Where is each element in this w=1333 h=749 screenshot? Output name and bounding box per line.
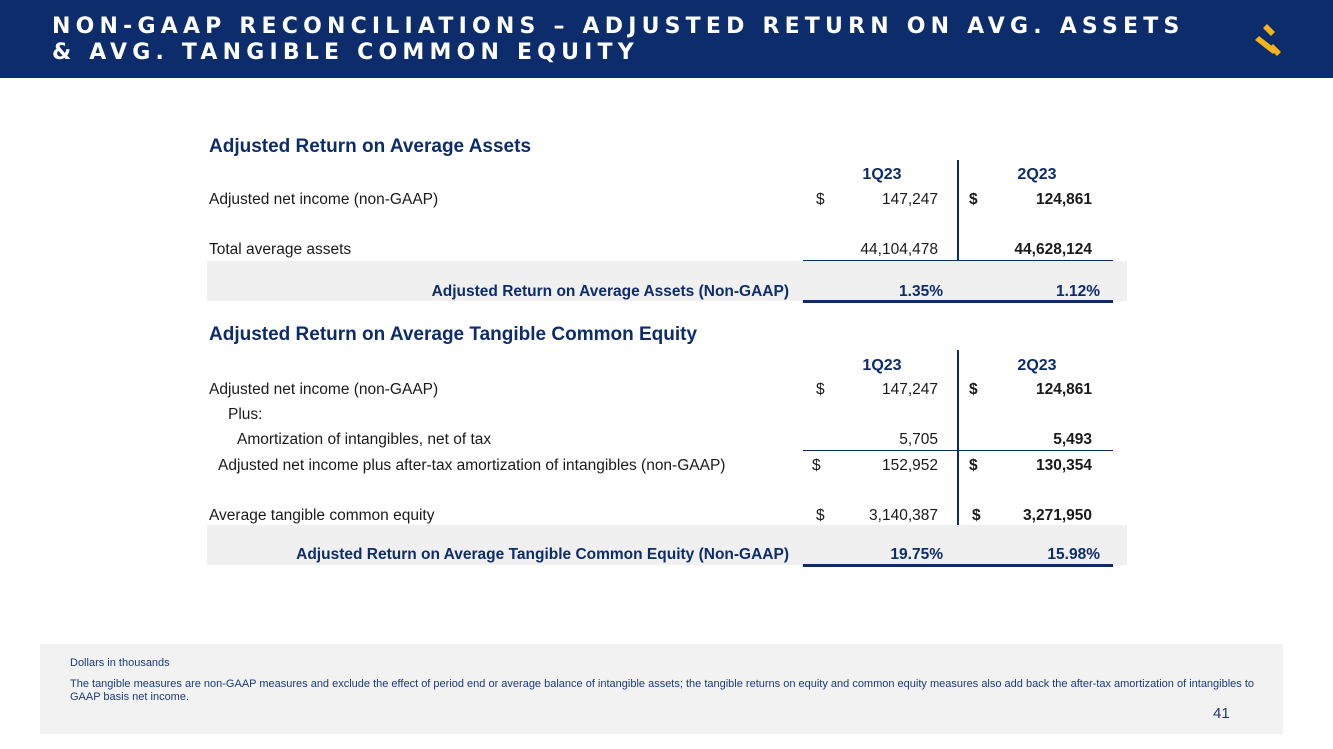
- table2-column-divider: [957, 350, 959, 566]
- table2-row-avg-tce-label: Average tangible common equity: [209, 507, 435, 524]
- table2-row-amortization-2q23: 5,493: [1053, 431, 1092, 448]
- table2-row-adj-plus-amort-cur2: $: [969, 457, 978, 474]
- page-number: 41: [1213, 705, 1230, 722]
- footnote-panel: Dollars in thousands The tangible measur…: [40, 644, 1283, 734]
- table2-title: Adjusted Return on Average Tangible Comm…: [209, 324, 698, 345]
- footnote-units: Dollars in thousands: [70, 657, 170, 669]
- table2-row-avg-tce-cur1: $: [816, 507, 825, 524]
- table2-row-plus-label: Plus:: [228, 406, 263, 423]
- table2-total-label: Adjusted Return on Average Tangible Comm…: [296, 546, 789, 563]
- table1-total-shade: [207, 261, 1127, 301]
- table1-row-adj-net-income-cur2: $: [969, 191, 978, 208]
- table2-row-avg-tce-2q23: 3,271,950: [1023, 507, 1092, 524]
- table1-row-total-avg-assets-1q23: 44,104,478: [860, 241, 938, 258]
- table1-col-2q23: 2Q23: [1017, 166, 1057, 183]
- table2-total-shade: [207, 525, 1127, 565]
- table1-col-1q23: 1Q23: [862, 166, 902, 183]
- table2-row-adj-plus-amort-2q23: 130,354: [1035, 457, 1092, 474]
- table1-row-adj-net-income-cur1: $: [816, 191, 825, 208]
- table2-row-amortization-1q23: 5,705: [899, 431, 938, 448]
- table1-title: Adjusted Return on Average Assets: [209, 136, 532, 157]
- table2-row-adj-net-income-1q23: 147,247: [881, 381, 938, 398]
- footnote-definition: The tangible measures are non-GAAP measu…: [70, 678, 1255, 703]
- table2-row-adj-net-income-label: Adjusted net income (non-GAAP): [209, 381, 439, 398]
- table2-row-adj-net-income-cur1: $: [816, 381, 825, 398]
- table2-underline-1: [803, 450, 1113, 451]
- table1-total-2q23: 1.12%: [1056, 283, 1100, 300]
- table2-row-amortization-label: Amortization of intangibles, net of tax: [237, 431, 492, 448]
- table1-double-underline: [803, 300, 1113, 303]
- table1-row-adj-net-income-label: Adjusted net income (non-GAAP): [209, 191, 439, 208]
- page-title: NON-GAAP RECONCILIATIONS – ADJUSTED RETU…: [52, 14, 1185, 66]
- table2-row-adj-net-income-cur2: $: [969, 381, 978, 398]
- table2-double-underline: [803, 564, 1113, 567]
- page-title-line1: NON-GAAP RECONCILIATIONS – ADJUSTED RETU…: [52, 14, 1185, 39]
- table1-total-label: Adjusted Return on Average Assets (Non-G…: [431, 283, 789, 300]
- table2-total-2q23: 15.98%: [1047, 546, 1100, 563]
- table2-col-1q23: 1Q23: [862, 357, 902, 374]
- brand-s-logo-icon: [1255, 24, 1281, 56]
- table1-column-divider: [957, 160, 959, 302]
- table2-total-1q23: 19.75%: [890, 546, 943, 563]
- table2-col-2q23: 2Q23: [1017, 357, 1057, 374]
- table1-row-total-avg-assets-2q23: 44,628,124: [1014, 241, 1092, 258]
- table2-row-avg-tce-1q23: 3,140,387: [869, 507, 938, 524]
- table1-underline: [803, 260, 1113, 261]
- table1-row-adj-net-income-1q23: 147,247: [881, 191, 938, 208]
- table2-row-adj-plus-amort-cur1: $: [812, 457, 821, 474]
- table1-total-1q23: 1.35%: [899, 283, 943, 300]
- table2-row-avg-tce-cur2: $: [972, 507, 981, 524]
- table1-row-total-avg-assets-label: Total average assets: [209, 241, 352, 258]
- table2-row-adj-plus-amort-1q23: 152,952: [881, 457, 938, 474]
- table1-row-adj-net-income-2q23: 124,861: [1035, 191, 1092, 208]
- table2-row-adj-plus-amort-label: Adjusted net income plus after-tax amort…: [218, 457, 726, 474]
- page-title-line2: & AVG. TANGIBLE COMMON EQUITY: [52, 40, 639, 65]
- header-bar: NON-GAAP RECONCILIATIONS – ADJUSTED RETU…: [0, 0, 1333, 78]
- table2-row-adj-net-income-2q23: 124,861: [1035, 381, 1092, 398]
